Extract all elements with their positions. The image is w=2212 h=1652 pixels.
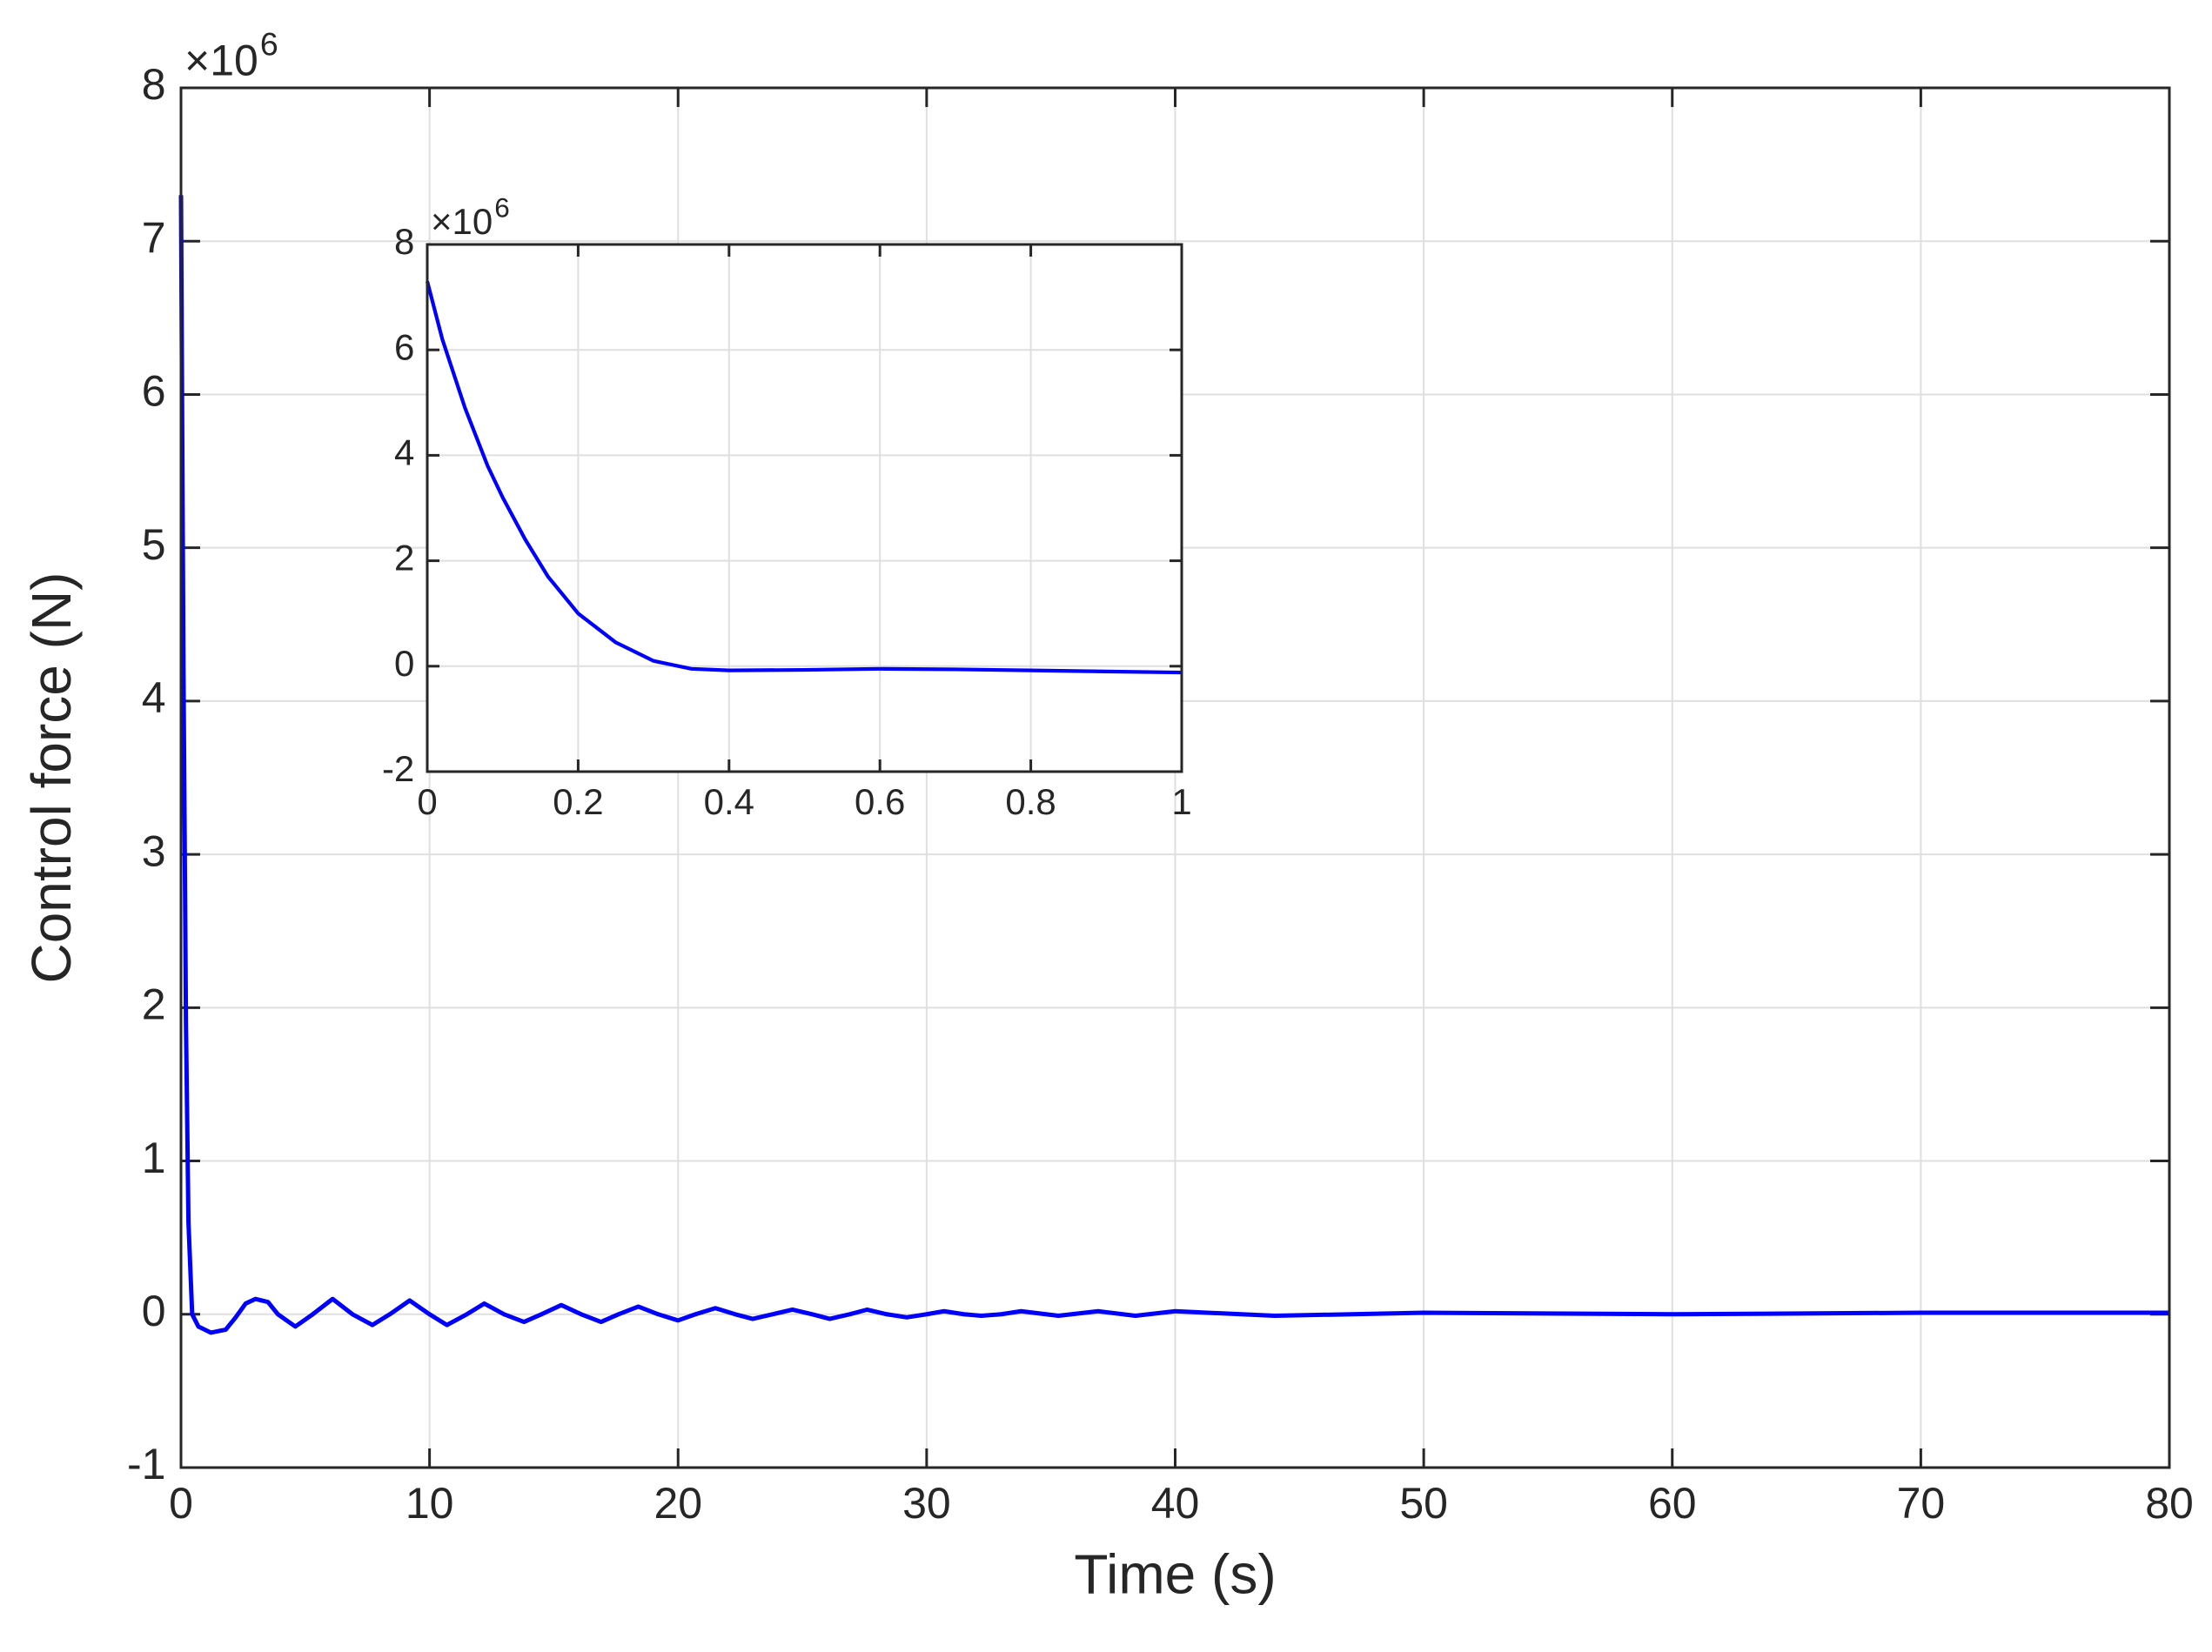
y-tick-label: 3 (142, 826, 166, 875)
y-tick-label: -2 (382, 748, 414, 789)
y-tick-label: 0 (394, 643, 414, 684)
x-axis-label: Time (s) (1074, 1542, 1276, 1605)
y-tick-label: -1 (127, 1440, 165, 1488)
y-tick-label: 7 (142, 213, 166, 262)
x-tick-label: 70 (1897, 1479, 1946, 1528)
y-tick-label: 2 (142, 980, 166, 1029)
axes-box (179, 86, 2171, 1469)
y-tick-label: 1 (142, 1134, 166, 1182)
x-tick-label: 0 (169, 1479, 193, 1528)
y-scale-base: ×10 (184, 37, 258, 85)
x-tick-label: 50 (1399, 1479, 1448, 1528)
x-tick-label: 0.2 (553, 781, 603, 822)
y-tick-label: 4 (394, 431, 414, 472)
y-tick-label: 5 (142, 520, 166, 569)
x-tick-label: 60 (1648, 1479, 1697, 1528)
y-tick-label: 4 (142, 673, 166, 722)
y-tick-label: 6 (142, 367, 166, 416)
x-tick-label: 0 (417, 781, 437, 822)
data-line (178, 195, 2169, 1335)
y-tick-label: 0 (142, 1287, 166, 1335)
y-tick-label: 6 (394, 326, 414, 367)
x-tick-label: 40 (1151, 1479, 1200, 1528)
data-line (425, 280, 1183, 675)
y-tick-label: 8 (142, 60, 166, 109)
plot-area (427, 244, 1182, 772)
x-tick-label: 0.8 (1005, 781, 1056, 822)
x-tick-label: 1 (1171, 781, 1191, 822)
axes-box (426, 243, 1183, 773)
x-tick-label: 80 (2145, 1479, 2194, 1528)
y-tick-label: 8 (394, 221, 414, 262)
x-tick-label: 10 (406, 1479, 454, 1528)
x-tick-label: 30 (902, 1479, 951, 1528)
x-tick-label: 20 (654, 1479, 702, 1528)
x-tick-label: 0.6 (855, 781, 905, 822)
y-scale-base: ×10 (431, 201, 493, 242)
y-tick-label: 2 (394, 538, 414, 579)
x-tick-label: 0.4 (704, 781, 754, 822)
y-axis-label: Control force (N) (20, 572, 83, 984)
y-scale-power: 6 (494, 191, 510, 223)
y-scale-power: 6 (260, 25, 278, 62)
